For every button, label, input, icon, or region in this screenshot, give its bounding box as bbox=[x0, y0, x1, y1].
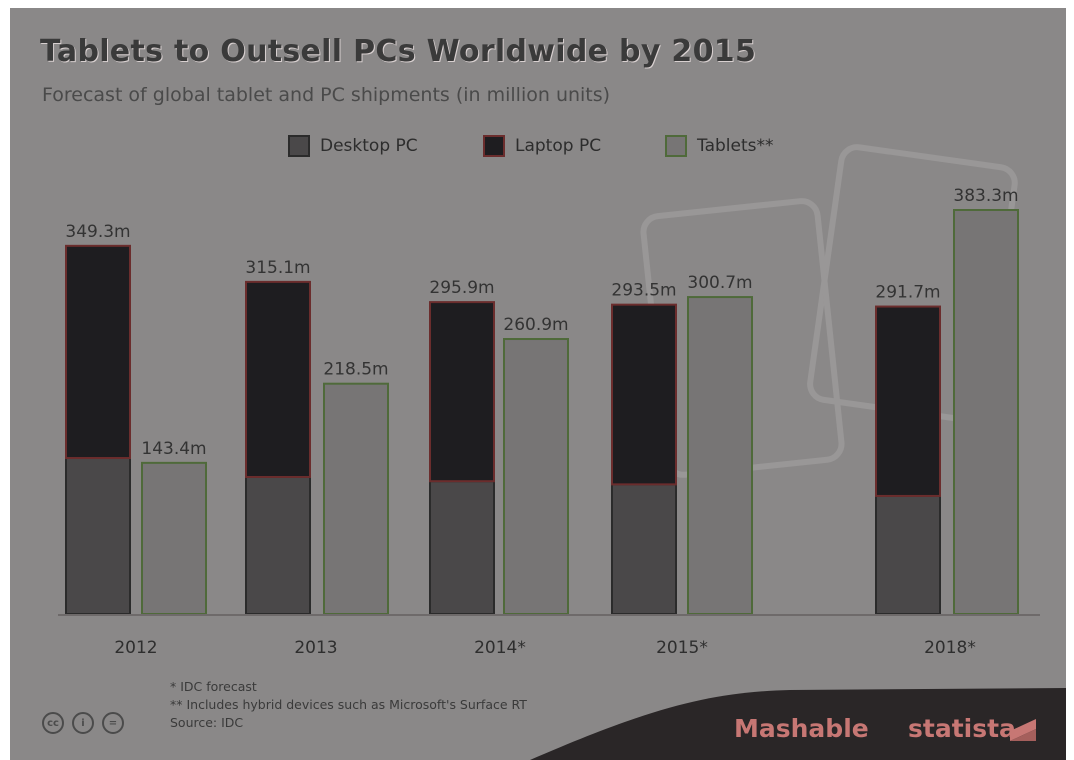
footnote-hybrid: ** Includes hybrid devices such as Micro… bbox=[170, 697, 527, 712]
footnote-forecast: * IDC forecast bbox=[170, 679, 257, 694]
bar-laptop-pc bbox=[875, 305, 941, 497]
footnotes: * IDC forecast ** Includes hybrid device… bbox=[170, 678, 527, 732]
legend-item-tablets: Tablets** bbox=[665, 132, 773, 160]
bar-tablets bbox=[141, 461, 207, 615]
data-label-pc-total: 295.9m bbox=[429, 278, 494, 298]
infographic-card: Tablets to Outsell PCs Worldwide by 2015… bbox=[10, 8, 1066, 760]
bar-laptop-pc bbox=[611, 303, 677, 486]
data-label-pc-total: 293.5m bbox=[611, 281, 676, 301]
data-label-tablets: 218.5m bbox=[323, 360, 388, 380]
bar-laptop-pc bbox=[245, 280, 311, 478]
bar-laptop-pc bbox=[429, 301, 495, 483]
data-label-tablets: 383.3m bbox=[953, 186, 1018, 206]
legend-item-desktop-pc: Desktop PC bbox=[288, 132, 418, 160]
statista-mark-icon bbox=[1010, 719, 1036, 741]
data-label-tablets: 300.7m bbox=[687, 273, 752, 293]
brand-band bbox=[530, 688, 1066, 760]
creative-commons-icon: cc bbox=[42, 712, 64, 734]
bar-tablets bbox=[953, 209, 1019, 615]
legend-label-desktop-pc: Desktop PC bbox=[320, 136, 418, 156]
legend-swatch-laptop-pc bbox=[483, 135, 505, 157]
legend-label-tablets: Tablets** bbox=[697, 136, 774, 156]
legend-label-laptop-pc: Laptop PC bbox=[515, 136, 602, 156]
license-icons: cc i = bbox=[42, 712, 132, 734]
chart-subtitle: Forecast of global tablet and PC shipmen… bbox=[42, 84, 611, 106]
bar-tablets bbox=[323, 382, 389, 616]
data-label-pc-total: 315.1m bbox=[245, 258, 310, 278]
x-tick-label: 2015* bbox=[656, 638, 708, 658]
bar-chart: 349.3m 143.4m 315.1m 218.5m 295.9m 260.9m 293.… bbox=[58, 144, 1040, 658]
bar-tablets bbox=[687, 296, 753, 615]
attribution-icon: i bbox=[72, 712, 94, 734]
chart-legend: Desktop PC Laptop PC Tablets** bbox=[10, 132, 1066, 160]
data-label-tablets: 260.9m bbox=[503, 315, 568, 335]
data-label-pc-total: 291.7m bbox=[875, 283, 940, 303]
legend-item-laptop-pc: Laptop PC bbox=[483, 132, 601, 160]
statista-logo: statista bbox=[908, 714, 1016, 743]
legend-swatch-desktop-pc bbox=[288, 135, 310, 157]
mashable-logo: Mashable bbox=[734, 714, 869, 743]
footnote-source: Source: IDC bbox=[170, 715, 244, 730]
bar-laptop-pc bbox=[65, 244, 131, 460]
x-tick-label: 2018* bbox=[924, 638, 976, 658]
data-label-pc-total: 349.3m bbox=[65, 222, 130, 242]
bar-desktop-pc bbox=[245, 475, 311, 616]
bar-desktop-pc bbox=[65, 457, 131, 615]
chart-title: Tablets to Outsell PCs Worldwide by 2015 bbox=[40, 34, 757, 69]
bar-desktop-pc bbox=[429, 480, 495, 615]
x-tick-label: 2012 bbox=[114, 638, 157, 658]
x-tick-label: 2014* bbox=[474, 638, 526, 658]
no-derivatives-icon: = bbox=[102, 712, 124, 734]
bar-desktop-pc bbox=[875, 494, 941, 615]
data-label-tablets: 143.4m bbox=[141, 439, 206, 459]
x-tick-label: 2013 bbox=[294, 638, 337, 658]
legend-swatch-tablets bbox=[665, 135, 687, 157]
